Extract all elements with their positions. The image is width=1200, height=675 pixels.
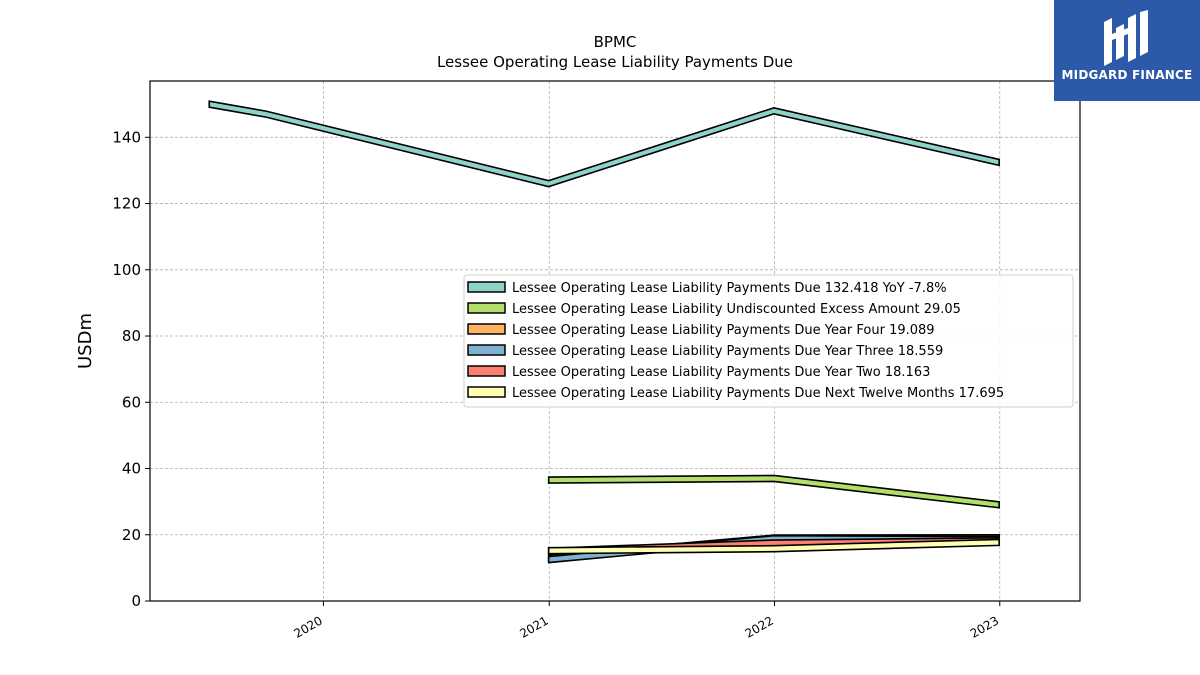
x-tick-label: 2020 (291, 613, 324, 640)
legend-swatch (467, 323, 506, 335)
legend-swatch (467, 344, 506, 356)
legend: Lessee Operating Lease Liability Payment… (463, 274, 1074, 408)
legend-swatch (467, 302, 506, 314)
legend-entry-label: Lessee Operating Lease Liability Undisco… (512, 302, 961, 317)
chart-subtitle: Lessee Operating Lease Liability Payment… (437, 53, 793, 71)
brand-logo: MIDGARD FINANCE (1054, 0, 1200, 101)
series-line-1 (208, 100, 1000, 188)
logo-mark-icon (1104, 10, 1148, 66)
legend-entry-label: Lessee Operating Lease Liability Payment… (512, 344, 943, 359)
series-layer (208, 100, 1000, 564)
y-axis-label: USDm (75, 313, 96, 369)
legend-entry-label: Lessee Operating Lease Liability Payment… (512, 365, 930, 380)
legend-swatch (467, 386, 506, 398)
y-tick-label: 140 (112, 128, 141, 146)
series-line-2 (547, 474, 1000, 509)
legend-entry-label: Lessee Operating Lease Liability Payment… (512, 323, 935, 338)
legend-entry-label: Lessee Operating Lease Liability Payment… (512, 386, 1004, 401)
legend-swatch (467, 281, 506, 293)
y-tick-label: 100 (112, 261, 141, 279)
logo-text: MIDGARD FINANCE (1061, 68, 1193, 82)
x-tick-label: 2021 (517, 613, 550, 640)
x-tick-label: 2022 (743, 613, 776, 640)
x-tick-label: 2023 (968, 613, 1001, 640)
chart-title: BPMC (594, 33, 637, 51)
y-tick-label: 0 (131, 592, 141, 610)
y-tick-label: 60 (122, 393, 141, 411)
y-tick-label: 20 (122, 526, 141, 544)
series-line-6 (547, 538, 1000, 555)
legend-entry-label: Lessee Operating Lease Liability Payment… (512, 281, 947, 296)
legend-box (463, 274, 1074, 408)
y-tick-label: 120 (112, 195, 141, 213)
y-tick-label: 80 (122, 327, 141, 345)
y-tick-label: 40 (122, 460, 141, 478)
y-axis: 0 20 40 60 80 100 120 140 (112, 128, 150, 610)
x-axis: 2020 2021 2022 2023 (291, 601, 1001, 641)
legend-swatch (467, 365, 506, 377)
plot-frame (149, 80, 1081, 602)
